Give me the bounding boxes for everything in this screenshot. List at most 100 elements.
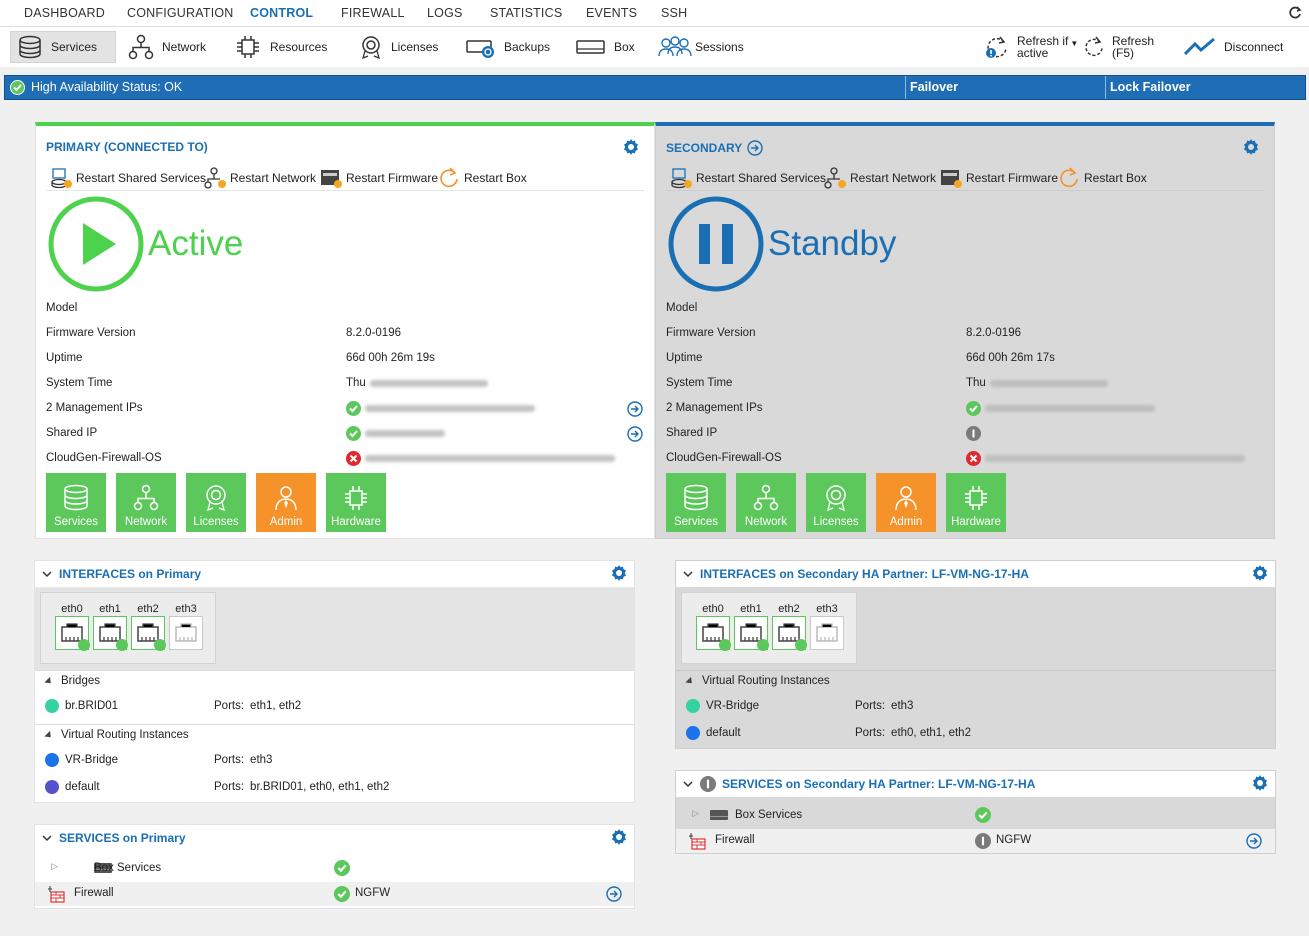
services-primary-header: SERVICES on Primary <box>35 825 634 851</box>
licenses-tile[interactable]: Licenses <box>186 473 246 532</box>
port-eth0[interactable]: eth0 <box>53 602 91 651</box>
restart-shared-icon <box>671 168 692 189</box>
box-button[interactable]: Box <box>576 31 635 63</box>
vr-item: VR-Bridge <box>686 699 759 713</box>
dropdown-arrow-icon[interactable]: ▼ <box>1070 38 1079 48</box>
port-eth1[interactable]: eth1 <box>732 602 770 651</box>
arrow-circle-icon[interactable] <box>1246 833 1262 849</box>
tab-dashboard[interactable]: DASHBOARD <box>24 6 105 20</box>
shared-ip-value <box>346 426 445 441</box>
box-services-row[interactable]: ▷ Box Services <box>35 857 634 881</box>
lock-failover-button[interactable]: Lock Failover <box>1110 80 1191 94</box>
chevron-down-icon[interactable] <box>41 568 53 580</box>
network-tile[interactable]: Network <box>736 473 796 532</box>
interfaces-secondary-title: INTERFACES on Secondary HA Partner: LF-V… <box>700 567 1029 581</box>
resources-button[interactable]: Resources <box>234 31 327 63</box>
services-button[interactable]: Services <box>10 31 116 63</box>
vr-header[interactable]: Virtual Routing Instances <box>44 729 189 741</box>
restart-network-button[interactable]: Restart Network <box>204 167 316 189</box>
backups-button[interactable]: Backups <box>466 31 550 63</box>
licenses-button[interactable]: Licenses <box>359 31 438 63</box>
restart-firmware-button[interactable]: Restart Firmware <box>320 167 438 189</box>
pause-icon <box>668 196 764 292</box>
disconnect-button[interactable]: Disconnect <box>1184 31 1283 63</box>
interfaces-primary-header: INTERFACES on Primary <box>35 561 634 587</box>
check-circle-icon <box>346 401 361 416</box>
restart-shared-services-button[interactable]: Restart Shared Services <box>50 167 206 189</box>
firewall-row[interactable]: Firewall NGFW <box>35 882 634 906</box>
network-tile[interactable]: Network <box>116 473 176 532</box>
restart-firmware-icon <box>941 170 962 188</box>
failover-button[interactable]: Failover <box>910 80 958 94</box>
firewall-row[interactable]: Firewall NGFW <box>676 829 1275 853</box>
model-label: Model <box>666 302 698 314</box>
port-eth2[interactable]: eth2 <box>129 602 167 651</box>
services-tile[interactable]: Services <box>666 473 726 532</box>
arrow-circle-icon[interactable] <box>747 140 763 156</box>
vr-header[interactable]: Virtual Routing Instances <box>685 675 830 687</box>
refresh-button[interactable]: Refresh (F5) <box>1082 31 1154 63</box>
admin-tile[interactable]: Admin <box>876 473 936 532</box>
gear-icon[interactable] <box>610 828 628 846</box>
tab-firewall[interactable]: FIREWALL <box>341 6 405 20</box>
port-eth0[interactable]: eth0 <box>694 602 732 651</box>
firewall-icon <box>48 886 65 903</box>
chevron-down-icon[interactable] <box>682 778 694 790</box>
uptime-value: 66d 00h 26m 19s <box>346 352 435 364</box>
restart-box-button[interactable]: Restart Box <box>1058 167 1147 189</box>
chevron-down-icon[interactable] <box>682 568 694 580</box>
gear-icon[interactable] <box>1251 774 1269 792</box>
arrow-circle-icon[interactable] <box>606 886 622 902</box>
network-button[interactable]: Network <box>128 31 206 63</box>
expand-icon[interactable]: ▷ <box>51 861 58 871</box>
shared-ip-value <box>966 426 981 441</box>
primary-panel: PRIMARY (CONNECTED TO) Restart Shared Se… <box>35 122 655 539</box>
reload-icon[interactable] <box>1288 6 1302 20</box>
tab-logs[interactable]: LOGS <box>427 6 463 20</box>
refresh-active-label: active <box>1017 46 1049 60</box>
arrow-circle-icon[interactable] <box>627 401 643 417</box>
restart-box-button[interactable]: Restart Box <box>438 167 527 189</box>
gear-icon[interactable] <box>610 564 628 582</box>
port-eth3[interactable]: eth3 <box>167 602 205 650</box>
admin-tile[interactable]: Admin <box>256 473 316 532</box>
restart-network-button[interactable]: Restart Network <box>824 167 936 189</box>
services-tile[interactable]: Services <box>46 473 106 532</box>
tab-statistics[interactable]: STATISTICS <box>490 6 563 20</box>
hardware-tile[interactable]: Hardware <box>946 473 1006 532</box>
hardware-tile[interactable]: Hardware <box>326 473 386 532</box>
database-icon <box>64 484 88 511</box>
chevron-down-icon[interactable] <box>41 832 53 844</box>
tab-events[interactable]: EVENTS <box>586 6 638 20</box>
box-services-row[interactable]: ▷ Box Services <box>676 804 1275 828</box>
database-icon <box>684 484 708 511</box>
secondary-tiles: Services Network Licenses Admin Hardware <box>666 473 1006 532</box>
check-circle-icon <box>975 807 991 823</box>
firmware-value: 8.2.0-0196 <box>966 327 1021 339</box>
restart-shared-services-button[interactable]: Restart Shared Services <box>670 167 826 189</box>
active-status: Active <box>148 224 244 263</box>
primary-title: PRIMARY (CONNECTED TO) <box>46 140 208 154</box>
sessions-label: Sessions <box>695 40 744 54</box>
port-eth3[interactable]: eth3 <box>808 602 846 650</box>
refresh-if-active-button[interactable]: Refresh if active ▼ <box>984 31 1078 63</box>
chip-icon <box>237 36 259 58</box>
arrow-circle-icon[interactable] <box>627 426 643 442</box>
sessions-button[interactable]: Sessions <box>657 31 744 63</box>
bridges-header[interactable]: Bridges <box>44 675 100 687</box>
tab-ssh[interactable]: SSH <box>661 6 688 20</box>
port-eth2[interactable]: eth2 <box>770 602 808 651</box>
port-eth1[interactable]: eth1 <box>91 602 129 651</box>
gear-icon[interactable] <box>622 138 640 156</box>
gear-icon[interactable] <box>1242 138 1260 156</box>
gear-icon[interactable] <box>1251 564 1269 582</box>
licenses-tile[interactable]: Licenses <box>806 473 866 532</box>
bridge-ports: Ports: eth1, eth2 <box>214 700 302 712</box>
tab-control[interactable]: CONTROL <box>250 6 314 20</box>
users-icon <box>658 36 692 57</box>
tab-configuration[interactable]: CONFIGURATION <box>127 6 234 20</box>
restart-firmware-button[interactable]: Restart Firmware <box>940 167 1058 189</box>
license-icon <box>206 485 226 512</box>
expand-icon[interactable]: ▷ <box>692 808 699 818</box>
ha-status-bar: High Availability Status: OK Failover Lo… <box>4 75 1306 100</box>
